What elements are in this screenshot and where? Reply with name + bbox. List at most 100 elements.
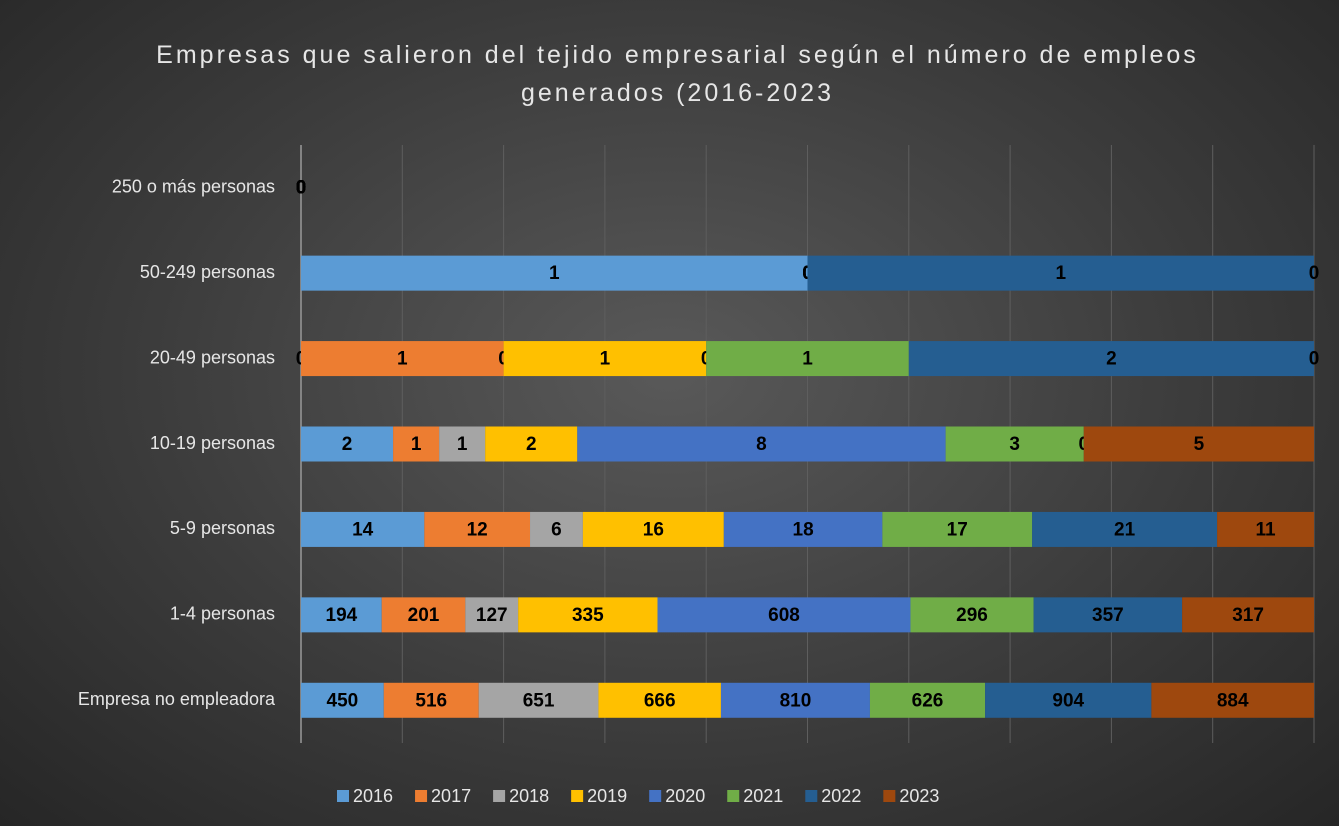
- data-label: 1: [411, 434, 422, 455]
- bar-segment: [485, 426, 578, 462]
- data-label: 1: [1055, 263, 1066, 284]
- data-label: 0: [296, 178, 307, 199]
- y-tick-label: 10-19 personas: [150, 433, 275, 453]
- data-label: 1: [397, 349, 408, 370]
- data-label: 651: [523, 690, 555, 711]
- bar-segment: [723, 511, 883, 547]
- bar-segment: [1032, 511, 1218, 547]
- bar-segment: [393, 426, 440, 462]
- bar-segment: [720, 682, 870, 718]
- data-label: 3: [1009, 434, 1020, 455]
- legend-swatch: [571, 790, 584, 802]
- bar-segment: [530, 511, 583, 547]
- y-tick-label: 20-49 personas: [150, 347, 275, 367]
- legend-label: 2020: [665, 786, 705, 806]
- data-label: 11: [1256, 519, 1277, 540]
- y-tick-label: Empresa no empleadora: [78, 689, 276, 709]
- data-label: 12: [467, 519, 488, 540]
- data-label: 6: [551, 519, 562, 540]
- bar-segment: [301, 341, 504, 377]
- data-label: 14: [352, 519, 374, 540]
- data-label: 450: [327, 690, 359, 711]
- bar-segment: [1083, 426, 1314, 462]
- bar-segment: [301, 426, 394, 462]
- data-label: 0: [296, 178, 307, 199]
- legend-swatch: [337, 790, 349, 802]
- y-tick-label: 250 o más personas: [112, 176, 275, 196]
- data-label: 17: [947, 519, 968, 540]
- data-label: 0: [296, 178, 307, 199]
- bar-segment: [882, 511, 1033, 547]
- data-label: 201: [408, 605, 440, 626]
- data-label: 666: [644, 690, 676, 711]
- y-tick-label: 50-249 personas: [140, 262, 275, 282]
- data-label: 0: [296, 178, 307, 199]
- data-label: 194: [326, 605, 358, 626]
- bar-segment: [582, 511, 724, 547]
- data-label: 2: [1106, 349, 1117, 370]
- legend-label: 2021: [743, 786, 783, 806]
- bar-segment: [465, 597, 519, 633]
- bar-segment: [598, 682, 721, 718]
- data-label: 5: [1194, 434, 1205, 455]
- bar-segment: [807, 255, 1314, 291]
- bar-segment: [518, 597, 658, 633]
- legend-label: 2019: [587, 786, 627, 806]
- data-label: 2: [526, 434, 537, 455]
- legend-swatch: [883, 790, 896, 802]
- bar-segment: [1151, 682, 1314, 718]
- data-label: 0: [296, 178, 307, 199]
- bar-segment: [301, 255, 808, 291]
- data-label: 1: [549, 263, 560, 284]
- data-label: 0: [1309, 349, 1320, 370]
- data-label: 0: [296, 178, 307, 199]
- bar-segment: [869, 682, 986, 718]
- data-label: 608: [768, 605, 800, 626]
- data-label: 904: [1052, 690, 1084, 711]
- bar-segment: [478, 682, 599, 718]
- legend-swatch: [415, 790, 428, 802]
- bar-segment: [1217, 511, 1314, 547]
- bar-segment: [301, 511, 425, 547]
- bar-segment: [383, 682, 479, 718]
- data-label: 127: [476, 605, 508, 626]
- data-label: 8: [756, 434, 767, 455]
- bar-segment: [301, 682, 384, 718]
- data-label: 0: [296, 178, 307, 199]
- legend-label: 2016: [353, 786, 393, 806]
- legend-swatch: [493, 790, 506, 802]
- legend-label: 2017: [431, 786, 471, 806]
- bar-segment: [908, 341, 1314, 377]
- data-label: 357: [1092, 605, 1124, 626]
- data-label: 1: [600, 349, 611, 370]
- bar-segment: [439, 426, 486, 462]
- legend-swatch: [727, 790, 740, 802]
- data-label: 21: [1114, 519, 1136, 540]
- bar-segment: [945, 426, 1084, 462]
- chart-title: Empresas que salieron del tejido empresa…: [156, 41, 1199, 107]
- bar-segment: [503, 341, 707, 377]
- data-label: 1: [457, 434, 468, 455]
- bar-segment: [706, 341, 909, 377]
- data-label: 0: [296, 178, 307, 199]
- data-label: 16: [643, 519, 664, 540]
- data-label: 1: [802, 349, 813, 370]
- bar-segment: [985, 682, 1152, 718]
- bar-segment: [381, 597, 466, 633]
- data-label: 296: [956, 605, 988, 626]
- bar-segment: [301, 597, 382, 633]
- bar-segment: [657, 597, 911, 633]
- data-label: 516: [415, 690, 447, 711]
- data-label: 0: [1309, 263, 1320, 284]
- bar-segment: [1033, 597, 1183, 633]
- legend-swatch: [805, 790, 818, 802]
- bar-segment: [910, 597, 1034, 633]
- y-tick-label: 5-9 personas: [170, 518, 275, 538]
- data-label: 2: [342, 434, 353, 455]
- data-label: 626: [912, 690, 944, 711]
- bar-segment: [1182, 597, 1314, 633]
- legend-label: 2018: [509, 786, 549, 806]
- data-label: 317: [1232, 605, 1264, 626]
